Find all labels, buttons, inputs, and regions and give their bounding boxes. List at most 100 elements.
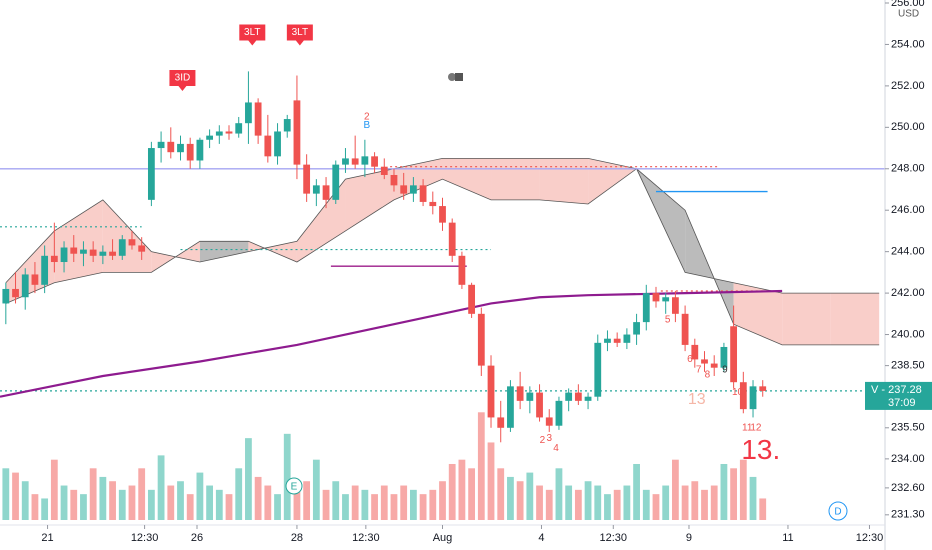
setup-count: 13 [688, 391, 706, 408]
candle-body [662, 297, 670, 302]
volume-bar [536, 485, 543, 520]
candle-body [109, 251, 116, 256]
volume-bar [429, 489, 437, 520]
badge [239, 24, 266, 46]
volume-bar [545, 489, 553, 520]
volume-bar [167, 485, 175, 520]
candle-body [536, 392, 543, 418]
volume-bar [31, 494, 39, 520]
y-tick-label: 235.50 [891, 422, 925, 434]
volume-bar [419, 494, 427, 520]
candle-body [31, 274, 39, 285]
count-label: 6 [687, 354, 693, 365]
volume-bar [283, 433, 291, 520]
candle-body [516, 386, 524, 401]
volume-bar [50, 459, 58, 520]
volume-bar [99, 476, 107, 520]
volume-bar [12, 472, 19, 520]
candle-body [99, 251, 107, 256]
volume-bar [458, 459, 466, 520]
candle-body [584, 396, 592, 401]
volume-bar [409, 489, 417, 520]
volume-bar [623, 485, 631, 520]
candle-body [80, 249, 87, 254]
volume-bar [274, 494, 281, 520]
volume-bar [303, 481, 311, 520]
candle-body [312, 185, 320, 194]
volume-bar [41, 498, 49, 520]
volume-bar [516, 481, 524, 520]
candle-body [215, 131, 223, 136]
event-icon[interactable] [285, 477, 303, 495]
volume-bar [215, 489, 223, 520]
candle-body [448, 222, 456, 256]
candle-body [89, 249, 97, 256]
cloud-segment [539, 158, 589, 204]
candle-body [565, 392, 573, 401]
volume-bar [507, 476, 514, 520]
volume-bar [60, 485, 68, 520]
candle-body [138, 245, 146, 252]
count-label: 2 [540, 435, 546, 446]
candle-body [177, 143, 184, 153]
cloud-segment [248, 241, 297, 263]
cloud-segment [588, 158, 637, 204]
volume-bar [351, 485, 359, 520]
y-tick-label: 238.50 [891, 360, 925, 372]
cloud-segment [491, 158, 540, 200]
candle-body [720, 346, 728, 368]
candle-body [691, 344, 699, 360]
volume-bar [584, 481, 592, 520]
x-tick-label: Aug [433, 532, 453, 544]
y-tick-label: 248.00 [891, 163, 925, 175]
volume-bar [594, 485, 602, 520]
count-label: 4 [553, 443, 559, 454]
volume-bar [400, 485, 408, 520]
volume-bar [342, 494, 349, 520]
candle-body [739, 382, 747, 410]
x-tick-label: 11 [782, 532, 793, 544]
cloud-segment [830, 293, 880, 345]
candle-body [468, 284, 476, 314]
candle-body [439, 206, 446, 223]
cloud-segment [5, 230, 55, 304]
x-tick-label: 21 [41, 532, 53, 544]
volume-bar [254, 476, 262, 520]
count-label: 7 [696, 364, 702, 375]
y-tick-label: 242.00 [891, 287, 925, 299]
badge [169, 70, 196, 92]
volume-bar [2, 468, 10, 520]
candle-body [671, 297, 679, 314]
volume-bar [526, 472, 534, 520]
count-label: 3 [546, 433, 552, 444]
volume-bar [89, 468, 97, 520]
count-label: B [363, 120, 370, 131]
volume-bar [21, 481, 29, 520]
count-label: 10 [732, 387, 744, 398]
candle-body [477, 313, 485, 366]
count-label: 12 [750, 422, 762, 433]
badge-label: 3LT [292, 27, 309, 38]
x-tick-label: 4 [538, 532, 544, 544]
candle-body [701, 359, 708, 364]
candle-body [487, 365, 495, 418]
candle-body [351, 158, 359, 165]
candle-body [41, 255, 49, 285]
y-tick-label: 244.00 [891, 246, 925, 258]
candle-body [206, 135, 214, 140]
candle-body [409, 185, 417, 194]
volume-bar [565, 485, 573, 520]
volume-bar [487, 442, 495, 520]
candle-body [167, 141, 175, 153]
volume-bar [380, 485, 388, 520]
price-tag-label: V - 237.28 [871, 384, 922, 396]
x-tick-label: 9 [686, 532, 692, 544]
candle-body [545, 417, 553, 426]
volume-bar [662, 485, 670, 520]
y-tick-label: 240.00 [891, 328, 925, 340]
dividend-icon[interactable] [828, 501, 848, 521]
cloud-segment [199, 241, 249, 263]
candle-body [12, 288, 19, 298]
candle-body [322, 185, 330, 200]
